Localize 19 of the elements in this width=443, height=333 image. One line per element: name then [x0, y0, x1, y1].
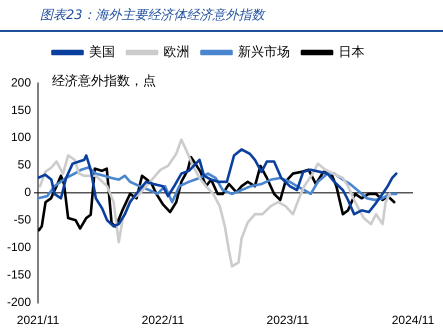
y-tick-label: 0 — [24, 185, 32, 200]
y-tick-label: 50 — [18, 158, 32, 172]
legend-label: 新兴市场 — [238, 44, 290, 60]
legend-label: 欧洲 — [164, 44, 190, 60]
x-tick-label: 2023/11 — [266, 313, 310, 328]
y-tick-label: 100 — [10, 130, 32, 144]
y-axis-title: 经济意外指数，点 — [52, 74, 156, 89]
legend-label: 日本 — [338, 44, 364, 60]
y-tick-label: -150 — [6, 267, 32, 282]
y-tick-label: 150 — [10, 102, 32, 117]
y-tick-label: -200 — [6, 294, 32, 309]
y-tick-label: -50 — [14, 212, 32, 227]
x-tick-label: 2024/11 — [392, 313, 435, 328]
chart-title: 图表23：海外主要经济体经济意外指数 — [40, 7, 265, 24]
y-tick-label: -100 — [6, 240, 32, 254]
y-tick-label: 200 — [10, 75, 32, 90]
x-tick-label: 2022/11 — [142, 313, 184, 328]
x-tick-label: 2021/11 — [16, 313, 60, 328]
legend-label: 美国 — [89, 44, 115, 60]
